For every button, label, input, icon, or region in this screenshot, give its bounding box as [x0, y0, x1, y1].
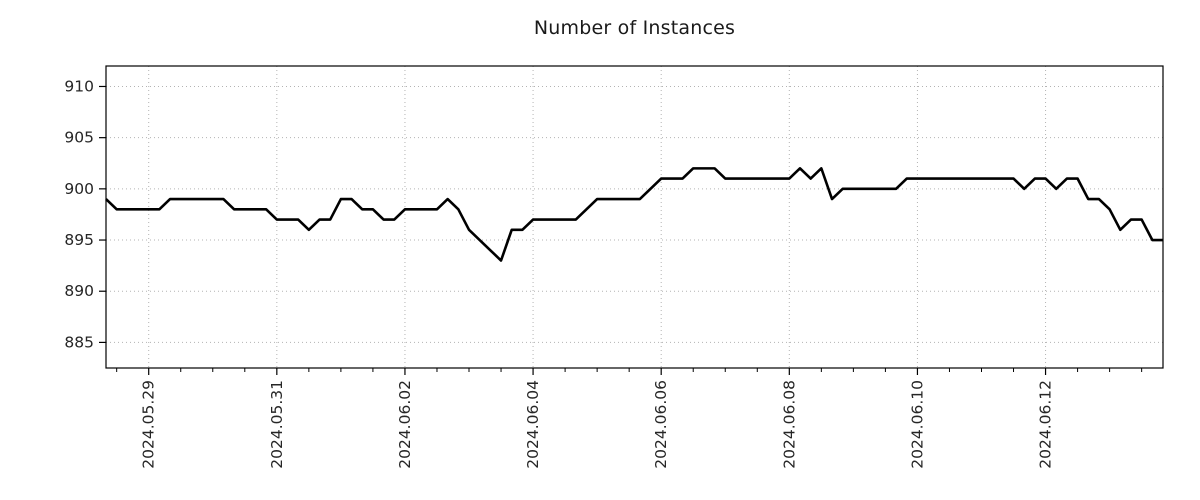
- x-tick-label: 2024.06.10: [908, 380, 926, 469]
- y-tick-label: 905: [64, 129, 94, 147]
- x-tick-label: 2024.05.29: [140, 380, 158, 469]
- x-tick-label: 2024.05.31: [268, 380, 286, 469]
- x-tick-label: 2024.06.12: [1037, 380, 1055, 469]
- data-line: [105, 167, 1163, 262]
- x-tick-label: 2024.06.02: [396, 380, 414, 469]
- x-tick-label: 2024.06.06: [652, 380, 670, 469]
- x-tick-label: 2024.06.04: [524, 380, 542, 469]
- plot-border: [105, 65, 1164, 369]
- chart-title: Number of Instances: [533, 17, 736, 39]
- y-tick-label: 895: [64, 231, 94, 249]
- x-tick-label: 2024.06.08: [780, 380, 798, 469]
- y-tick-label: 890: [64, 282, 94, 300]
- y-tick-label: 910: [64, 77, 94, 95]
- y-tick-label: 900: [64, 180, 94, 198]
- y-tick-label: 885: [64, 333, 94, 351]
